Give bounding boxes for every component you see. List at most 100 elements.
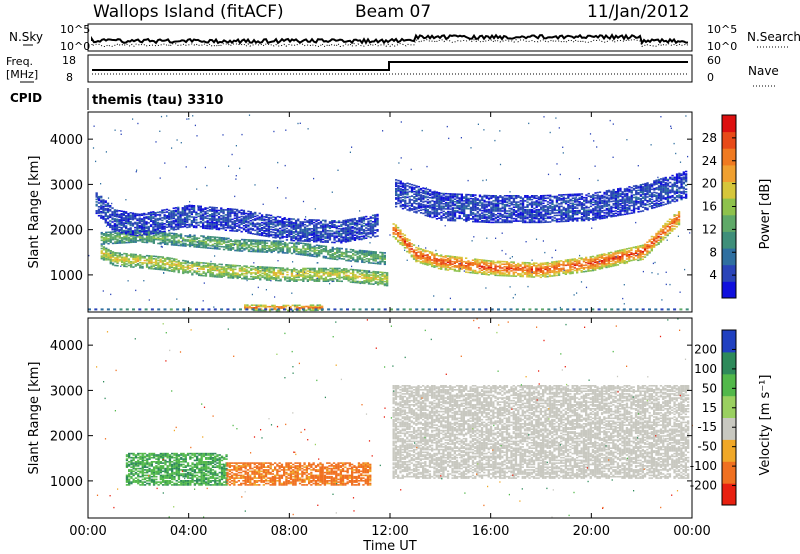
power-cell [171,240,173,242]
power-cell [246,269,248,271]
power-cell [223,246,225,248]
power-cell [209,236,211,238]
power-cell [128,258,130,260]
power-cell [348,259,350,261]
power-cell [119,259,121,261]
power-cell [166,257,168,259]
power-cell [375,271,377,273]
power-cell [361,272,363,274]
power-cell [345,248,347,250]
power-cell [379,277,381,279]
power-cell [227,272,229,274]
freq-label: Freq. [6,55,33,68]
power-cell [264,277,266,279]
power-cell [327,279,329,281]
power-cell [232,265,234,267]
power-cell [212,272,214,274]
power-cell [343,276,345,278]
power-cell [150,236,152,238]
power-cell [377,271,379,273]
power-cell [198,262,200,264]
power-cell [203,235,205,237]
power-cell [164,263,166,265]
power-cell [221,264,223,266]
power-cell [112,234,114,236]
power-cell [96,199,98,201]
power-cell [361,281,363,283]
power-cell [354,274,356,276]
power-cell [230,243,232,245]
power-cell [200,247,202,249]
power-cell [372,251,374,253]
power-cell [178,245,180,247]
power-cell [144,260,146,262]
power-cell [246,247,248,249]
power-cell [153,264,155,266]
power-cell [282,276,284,278]
power-cell [203,271,205,273]
power-cell [232,247,234,249]
power-cell [182,243,184,245]
cpid-label: CPID [10,91,42,105]
power-cell [225,241,227,243]
power-cell [361,277,363,279]
noise-left-bottom: 10^0 [60,40,90,53]
power-cell [341,258,343,260]
power-cell [101,240,103,242]
power-cell [359,255,361,257]
power-cell [295,272,297,274]
power-cell [325,268,327,270]
power-cell [116,232,118,234]
power-cell [237,244,239,246]
power-cell [350,251,352,253]
power-cell [200,266,202,268]
power-cell [166,239,168,241]
power-cell [126,242,128,244]
power-cell [252,246,254,248]
power-cell [316,270,318,272]
power-cell [372,271,374,273]
power-cell [271,246,273,248]
power-cell [334,278,336,280]
power-cell [345,260,347,262]
power-cell [157,260,159,262]
power-cell [116,252,118,254]
power-cell [320,275,322,277]
power-cell [302,268,304,270]
power-cell [379,274,381,276]
power-cell [343,268,345,270]
power-cell [155,238,157,240]
power-cell [271,267,273,269]
power-cell [207,236,209,238]
power-cell [180,244,182,246]
power-cell [280,279,282,281]
power-cell [230,239,232,241]
power-cell [205,265,207,267]
power-cell [173,258,175,260]
power-cell [363,280,365,282]
power-cell [275,272,277,274]
power-cell [135,264,137,266]
power-cell [277,275,279,277]
power-cell [327,258,329,260]
power-cell [375,281,377,283]
power-cell [298,248,300,250]
power-cell [230,264,232,266]
power-cell [98,202,100,204]
power-cell [323,268,325,270]
power-cell [243,268,245,270]
power-cell [218,266,220,268]
power-cell [282,246,284,248]
power-cell [234,240,236,242]
power-cell [246,276,248,278]
power-cell [273,267,275,269]
power-cell [323,248,325,250]
power-cell [175,259,177,261]
power-cell [368,274,370,276]
power-cell [130,261,132,263]
power-cell [291,278,293,280]
power-cell [357,251,359,253]
power-cell [381,252,383,254]
power-cell [182,237,184,239]
power-cell [352,269,354,271]
